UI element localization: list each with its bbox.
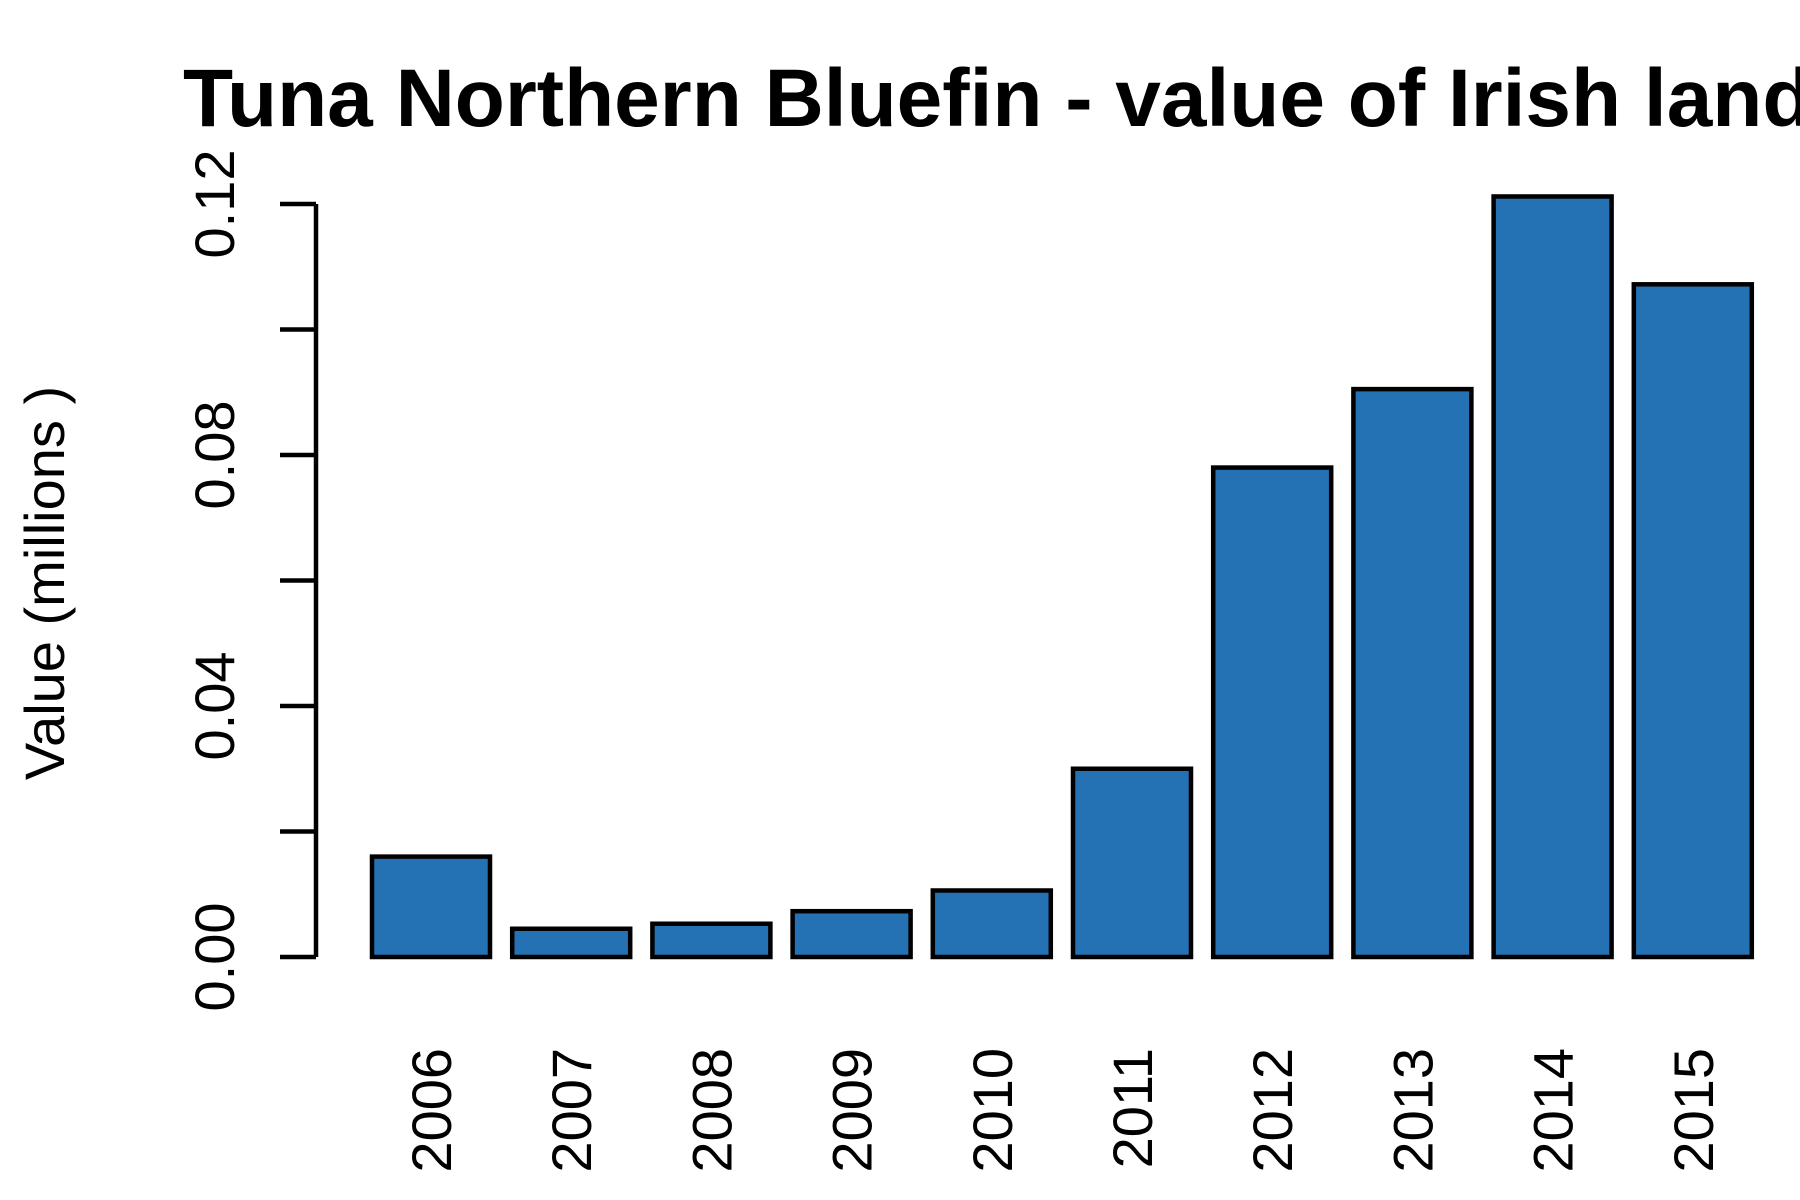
- bar-2006: [369, 854, 493, 960]
- x-tick-label: 2009: [821, 1048, 884, 1173]
- x-tick-label: 2008: [680, 1048, 743, 1173]
- bar-2007: [509, 926, 633, 960]
- bar-2013: [1351, 386, 1474, 960]
- y-axis: 0.00 0.04 0.08 0.12: [183, 150, 319, 1012]
- y-tick-label: 0.04: [183, 652, 246, 761]
- x-tick-label: 2007: [540, 1048, 603, 1173]
- bar-2014: [1491, 194, 1614, 960]
- x-tick-label: 2012: [1241, 1048, 1304, 1173]
- bar-2012: [1210, 465, 1334, 960]
- x-axis-tick-labels: 2006 2007 2008 2009 2010 2011 2012 2013 2014 2015: [400, 1048, 1725, 1173]
- y-tick-label: 0.12: [183, 150, 246, 259]
- bar-2010: [930, 888, 1054, 960]
- x-tick-label: 2006: [400, 1048, 463, 1173]
- bar-2011: [1070, 766, 1194, 960]
- bar-2008: [650, 921, 773, 960]
- bars: [369, 194, 1755, 960]
- y-tick-label: 0.08: [183, 401, 246, 510]
- bar-2015: [1631, 282, 1755, 960]
- y-axis-label: Value (millions ): [13, 386, 76, 780]
- y-tick-label: 0.00: [183, 903, 246, 1012]
- x-tick-label: 2013: [1381, 1048, 1444, 1173]
- chart-title: Tuna Northern Bluefin - value of Irish l…: [183, 53, 1800, 144]
- x-tick-label: 2015: [1662, 1048, 1725, 1173]
- x-tick-label: 2014: [1522, 1048, 1585, 1173]
- x-tick-label: 2010: [961, 1048, 1024, 1173]
- bar-2009: [790, 908, 913, 960]
- x-tick-label: 2011: [1101, 1048, 1164, 1168]
